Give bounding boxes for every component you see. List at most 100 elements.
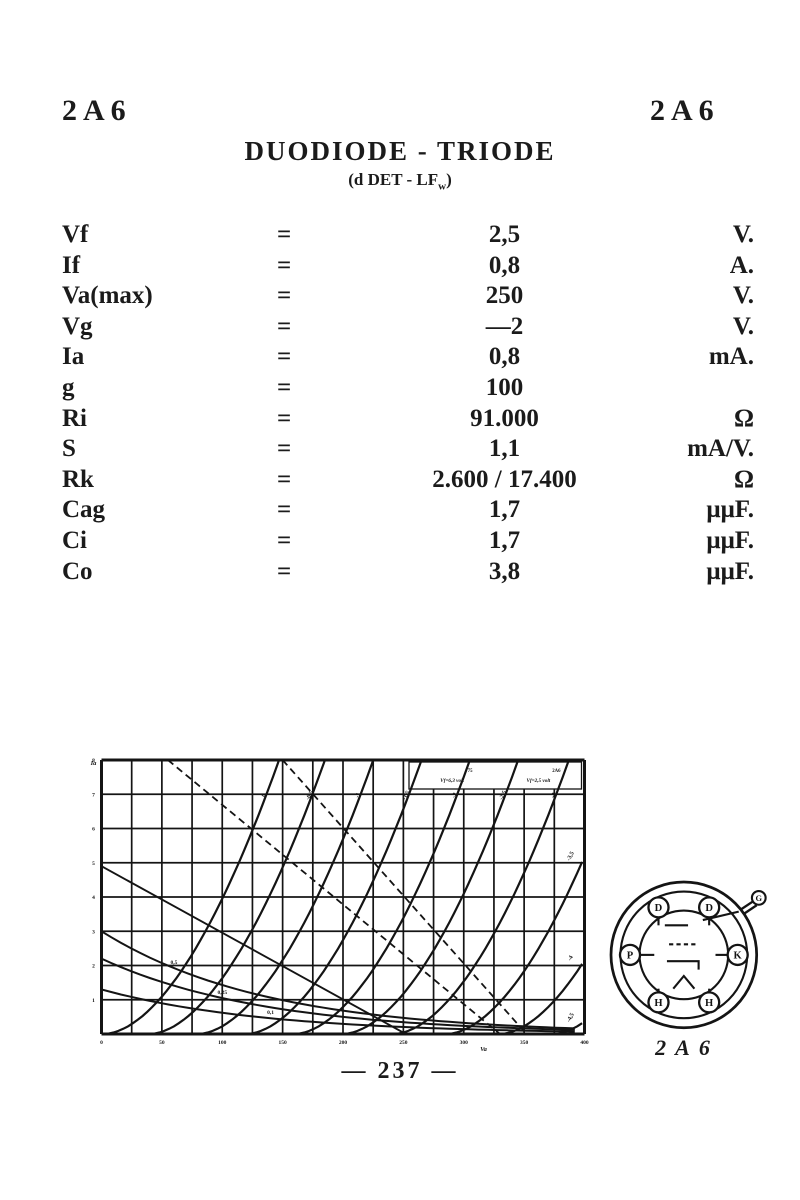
svg-text:4: 4	[92, 895, 95, 901]
svg-text:8: 8	[92, 758, 95, 764]
spec-unit: A.	[729, 251, 754, 279]
spec-equals: =	[277, 282, 292, 310]
svg-text:-2: -2	[451, 792, 459, 799]
spec-row: Ri = 91.000 Ω	[62, 404, 754, 435]
svg-text:0,1: 0,1	[267, 1010, 274, 1016]
spec-param: Vf	[62, 221, 89, 248]
spec-unit: V.	[732, 312, 754, 340]
spec-equals: =	[277, 343, 292, 371]
svg-text:-2,5: -2,5	[498, 790, 508, 801]
svg-text:-4: -4	[567, 955, 575, 962]
chart-axis-ticks: 0 50 100 150 200 250 300 350 400 1 2 3 4 5 6 7 8Ia Va	[90, 758, 589, 1053]
svg-text:-1,5: -1,5	[402, 790, 412, 801]
spec-row: S = 1,1 mA/V.	[62, 434, 754, 465]
page-subtitle: (d DET - LFw)	[0, 170, 800, 192]
svg-text:1: 1	[92, 998, 95, 1004]
grid-cap-terminal	[750, 889, 767, 906]
spec-unit: mA.	[708, 343, 754, 371]
socket-internal-schematic	[640, 910, 739, 992]
spec-row: Cag = 1,7 μμF.	[62, 495, 754, 526]
characteristic-chart: 75 Vf=6,3 volt 2A6 Vf=2,5 volt 0 50 100 150 200 2…	[84, 754, 592, 1054]
spec-equals: =	[277, 526, 292, 554]
spec-param: Vg	[62, 312, 93, 340]
spec-row: Ia = 0,8 mA.	[62, 342, 754, 373]
svg-text:Ia: Ia	[90, 760, 98, 767]
spec-equals: =	[277, 435, 292, 463]
svg-text:3: 3	[92, 929, 95, 935]
spec-value: 100	[485, 373, 524, 401]
pin-label-diode-2: D	[705, 903, 713, 914]
pin-label-diode-1: D	[655, 903, 663, 914]
spec-row: Vg = —2 V.	[62, 312, 754, 343]
spec-equals: =	[277, 404, 292, 432]
svg-text:-3,5: -3,5	[566, 851, 576, 862]
spec-row: Co = 3,8 μμF.	[62, 557, 754, 588]
socket-caption: 2A6	[655, 1035, 719, 1060]
svg-text:75: 75	[468, 769, 473, 774]
svg-text:400: 400	[580, 1040, 589, 1046]
spec-value: 1,1	[488, 435, 521, 463]
svg-text:0: 0	[261, 793, 268, 798]
pin-label-cathode: K	[734, 951, 743, 962]
spec-value: 91.000	[470, 404, 539, 432]
spec-unit: μμF.	[706, 526, 754, 554]
svg-text:5: 5	[92, 861, 95, 867]
spec-value: 0,8	[488, 343, 521, 371]
svg-text:350: 350	[520, 1040, 529, 1046]
spec-param: Ri	[62, 404, 87, 432]
spec-param: Ci	[62, 526, 87, 554]
spec-table: Vf = 2,5 V. If = 0,8 A. Va(max) = 250 V.…	[62, 220, 754, 587]
socket-pins	[618, 896, 749, 1014]
svg-text:-1: -1	[355, 792, 363, 799]
spec-param: Va(max)	[62, 282, 153, 310]
spec-param: If	[62, 251, 81, 279]
spec-value: 2.600 / 17.400	[432, 465, 577, 493]
svg-text:-3: -3	[550, 792, 558, 799]
svg-text:0,5: 0,5	[171, 960, 178, 966]
spec-unit: μμF.	[706, 557, 754, 585]
spec-param: Rk	[62, 465, 94, 493]
spec-unit: Ω	[733, 465, 754, 493]
tube-designation-left: 2A6	[62, 94, 132, 127]
grid-cap-label: G	[755, 893, 762, 903]
svg-text:2A6: 2A6	[552, 769, 561, 774]
svg-text:2: 2	[92, 964, 95, 970]
spec-param: Ia	[62, 343, 85, 371]
socket-diagram: G D D P K H H	[609, 880, 767, 1030]
spec-equals: =	[277, 496, 292, 524]
spec-value: 3,8	[488, 557, 521, 585]
spec-unit: V.	[732, 282, 754, 310]
svg-text:0: 0	[100, 1040, 103, 1046]
svg-text:200: 200	[339, 1040, 348, 1046]
svg-text:-4,5: -4,5	[566, 1012, 576, 1023]
spec-unit: Ω	[733, 404, 754, 432]
subtitle-prefix: (d DET - LF	[348, 170, 439, 189]
spec-value: 1,7	[488, 496, 521, 524]
pin-label-plate: P	[627, 951, 634, 962]
socket-outer-ring	[609, 880, 759, 1030]
spec-equals: =	[277, 221, 292, 248]
svg-text:7: 7	[92, 792, 95, 798]
spec-param: Cag	[62, 496, 106, 524]
svg-text:6: 6	[92, 827, 95, 833]
page-number: — 237 —	[341, 1058, 459, 1084]
subtitle-suffix: )	[446, 170, 452, 189]
tube-designation-right: 2A6	[650, 94, 720, 127]
svg-text:0,25: 0,25	[217, 990, 227, 996]
spec-row: If = 0,8 A.	[62, 251, 754, 282]
spec-row: Rk = 2.600 / 17.400 Ω	[62, 465, 754, 496]
spec-equals: =	[277, 312, 292, 340]
svg-text:100: 100	[218, 1040, 227, 1046]
spec-value: 1,7	[488, 526, 521, 554]
svg-text:Va: Va	[480, 1046, 488, 1053]
spec-equals: =	[277, 373, 292, 401]
chart-curve-labels: 0,5 0,25 0,1 0 -0,5 -1 -1,5 -2 -2,5 -3 -3,5 -4 -4,5	[171, 790, 576, 1023]
socket-area: G D D P K H H 2A6	[597, 862, 777, 1061]
spec-param: g	[62, 373, 75, 401]
spec-value: —2	[485, 312, 524, 340]
pin-label-heater-2: H	[705, 998, 714, 1009]
spec-row: g = 100	[62, 373, 754, 404]
spec-row: Va(max) = 250 V.	[62, 281, 754, 312]
